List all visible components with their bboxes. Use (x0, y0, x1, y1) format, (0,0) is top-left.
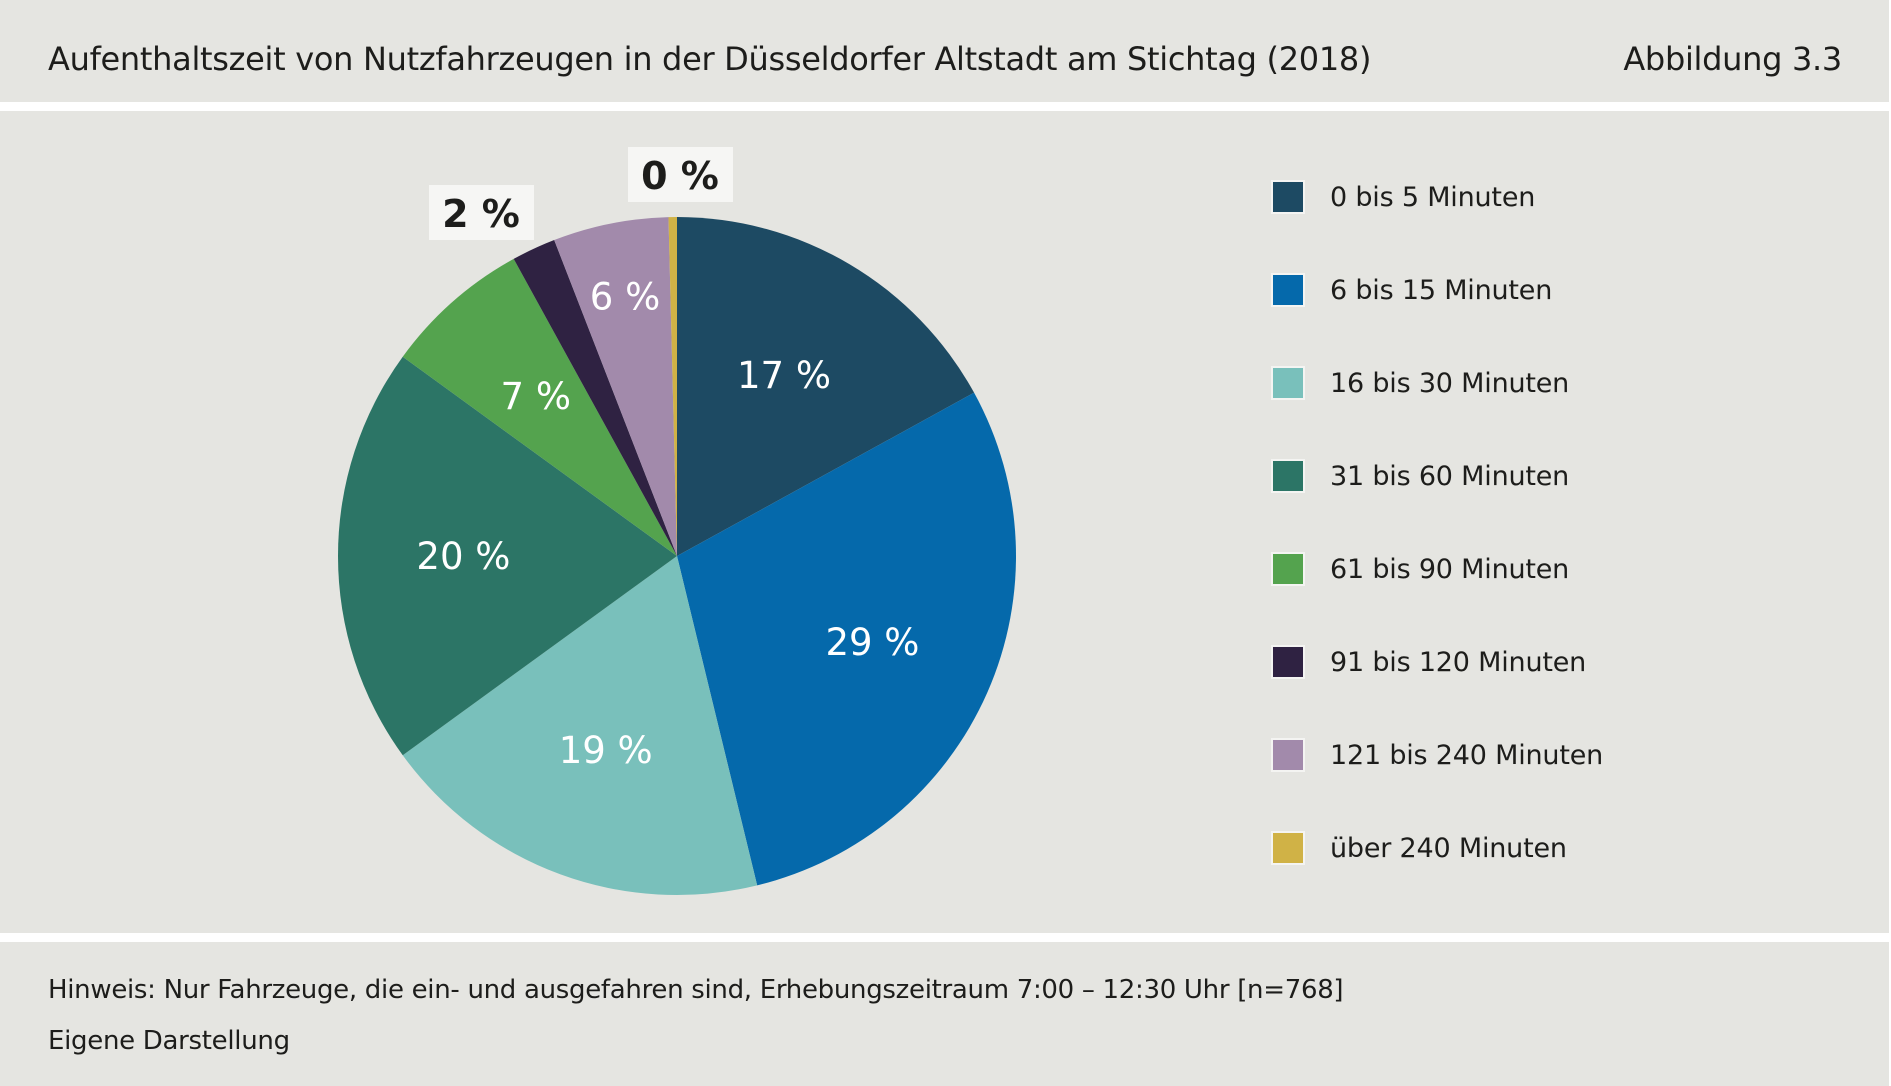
legend-swatch (1271, 645, 1305, 679)
pie-slice-3 (402, 556, 758, 895)
pie-slice-5 (402, 258, 677, 556)
chart-title: Aufenthaltszeit von Nutzfahrzeugen in de… (48, 40, 1372, 78)
source-note: Eigene Darstellung (48, 1026, 290, 1056)
legend-label: 0 bis 5 Minuten (1330, 181, 1536, 213)
data-label-1: 17 % (737, 354, 831, 397)
pie-slice-4 (337, 356, 677, 756)
footnote: Hinweis: Nur Fahrzeuge, die ein- und aus… (48, 975, 1344, 1005)
legend-item: 31 bis 60 Minuten (1271, 456, 1569, 496)
legend-item: 6 bis 15 Minuten (1271, 270, 1552, 310)
legend-label: 6 bis 15 Minuten (1330, 274, 1553, 306)
data-label-box-8 (628, 147, 733, 202)
legend-label: über 240 Minuten (1330, 832, 1567, 864)
data-label-2: 29 % (825, 621, 919, 664)
legend-item: 61 bis 90 Minuten (1271, 549, 1569, 589)
data-label-4: 20 % (416, 535, 510, 578)
legend-label: 31 bis 60 Minuten (1330, 460, 1570, 492)
pie-slice-7 (554, 217, 677, 556)
data-label-3: 19 % (559, 729, 653, 772)
legend-item: 0 bis 5 Minuten (1271, 177, 1535, 217)
legend-item: 121 bis 240 Minuten (1271, 735, 1603, 775)
legend-item: 16 bis 30 Minuten (1271, 363, 1569, 403)
legend-swatch (1271, 738, 1305, 772)
legend-label: 91 bis 120 Minuten (1330, 646, 1587, 678)
legend-item: über 240 Minuten (1271, 828, 1567, 868)
footer-band: Hinweis: Nur Fahrzeuge, die ein- und aus… (0, 942, 1889, 1086)
legend-swatch (1271, 552, 1305, 586)
pie-slice-2 (677, 392, 1016, 886)
pie-slice-1 (677, 217, 975, 556)
pie-chart: 17 % 29 % 19 % 20 % 7 % 2 % 6 % 0 % (337, 147, 1016, 895)
legend-label: 61 bis 90 Minuten (1330, 553, 1570, 585)
legend-swatch (1271, 273, 1305, 307)
legend-swatch (1271, 831, 1305, 865)
pie-slices (337, 217, 1016, 895)
pie-slice-8 (668, 217, 677, 556)
header-band: Aufenthaltszeit von Nutzfahrzeugen in de… (0, 0, 1889, 102)
figure-number: Abbildung 3.3 (1623, 40, 1842, 78)
pie-labels: 17 % 29 % 19 % 20 % 7 % 2 % 6 % 0 % (416, 147, 919, 772)
data-label-7: 6 % (590, 276, 660, 319)
legend-swatch (1271, 180, 1305, 214)
data-label-5: 7 % (501, 375, 571, 418)
pie-slice-6 (513, 240, 677, 556)
legend-item: 91 bis 120 Minuten (1271, 642, 1586, 682)
legend-swatch (1271, 459, 1305, 493)
data-label-8: 0 % (641, 154, 719, 198)
legend-swatch (1271, 366, 1305, 400)
data-label-box-6 (429, 185, 534, 240)
data-label-6: 2 % (442, 192, 520, 236)
chart-panel: 17 % 29 % 19 % 20 % 7 % 2 % 6 % 0 % 0 bis 5 Min… (0, 111, 1889, 933)
legend-label: 16 bis 30 Minuten (1330, 367, 1570, 399)
legend-label: 121 bis 240 Minuten (1330, 739, 1604, 771)
